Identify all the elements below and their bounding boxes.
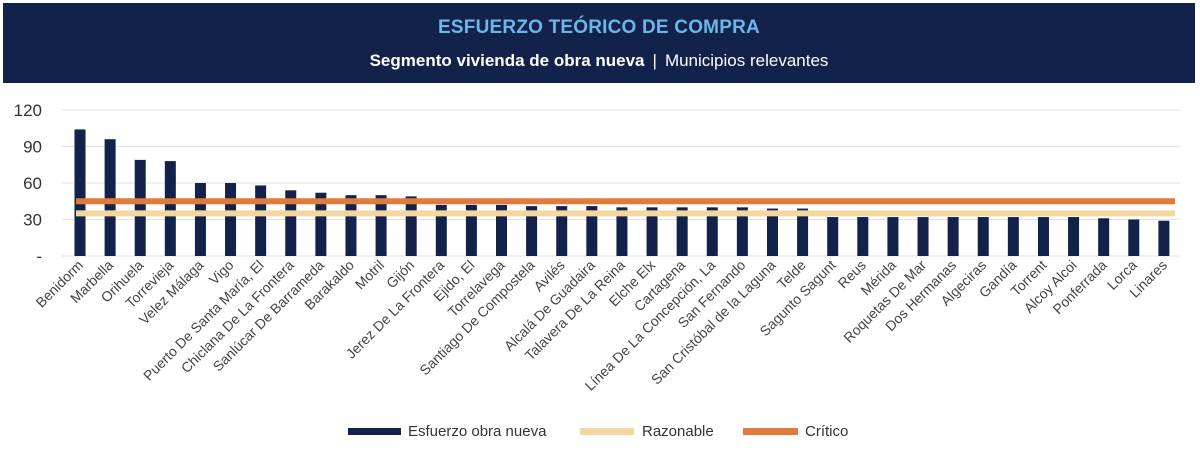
bar — [104, 139, 116, 256]
y-tick-label: 30 — [23, 211, 42, 230]
bar — [225, 183, 237, 256]
bar — [526, 206, 538, 256]
chart-subtitle: Segmento vivienda de obra nueva | Municipi… — [3, 51, 1195, 71]
legend-label: Razonable — [642, 423, 714, 440]
category-label: Motril — [352, 257, 388, 293]
legend-label: Crítico — [805, 423, 848, 440]
bar — [616, 207, 628, 256]
y-tick-label: 90 — [23, 138, 42, 157]
bar — [465, 204, 477, 256]
subtitle-separator: | — [652, 51, 657, 70]
bar — [435, 204, 447, 256]
y-tick-label: - — [36, 247, 42, 266]
bar — [375, 195, 387, 256]
legend-swatch — [348, 428, 401, 435]
bar — [255, 185, 267, 256]
bar — [646, 207, 658, 256]
bar — [164, 161, 176, 256]
bar — [285, 190, 297, 256]
bar — [827, 217, 839, 256]
bar — [1068, 217, 1080, 256]
bar — [1158, 220, 1170, 256]
bar — [1098, 218, 1110, 256]
bar — [887, 217, 899, 256]
bar — [345, 195, 357, 256]
bar — [1128, 219, 1140, 256]
header-banner: ESFUERZO TEÓRICO DE COMPRA Segmento vivi… — [3, 3, 1195, 83]
legend-swatch — [580, 428, 634, 435]
bar — [857, 217, 869, 256]
bar — [1037, 217, 1049, 256]
bar — [315, 192, 327, 256]
bar — [797, 208, 809, 256]
bar — [556, 206, 568, 256]
chart-title: ESFUERZO TEÓRICO DE COMPRA — [438, 17, 760, 38]
bar — [977, 217, 989, 256]
bar — [947, 217, 959, 256]
bar — [586, 206, 598, 256]
bar — [706, 207, 718, 256]
subtitle-rest: Municipios relevantes — [664, 51, 829, 70]
legend-label: Esfuerzo obra nueva — [408, 423, 547, 440]
bar — [194, 183, 206, 256]
legend-swatch — [743, 428, 798, 435]
bar — [676, 207, 688, 256]
bar — [134, 159, 146, 256]
subtitle-main: Segmento vivienda de obra nueva — [369, 51, 645, 70]
bar — [917, 217, 929, 256]
bar — [766, 208, 778, 256]
bar — [496, 204, 508, 256]
bar — [405, 196, 417, 256]
y-tick-label: 60 — [23, 174, 42, 193]
bar — [74, 129, 86, 256]
bar — [736, 207, 748, 256]
bar — [1007, 217, 1019, 256]
y-tick-label: 120 — [14, 101, 42, 120]
